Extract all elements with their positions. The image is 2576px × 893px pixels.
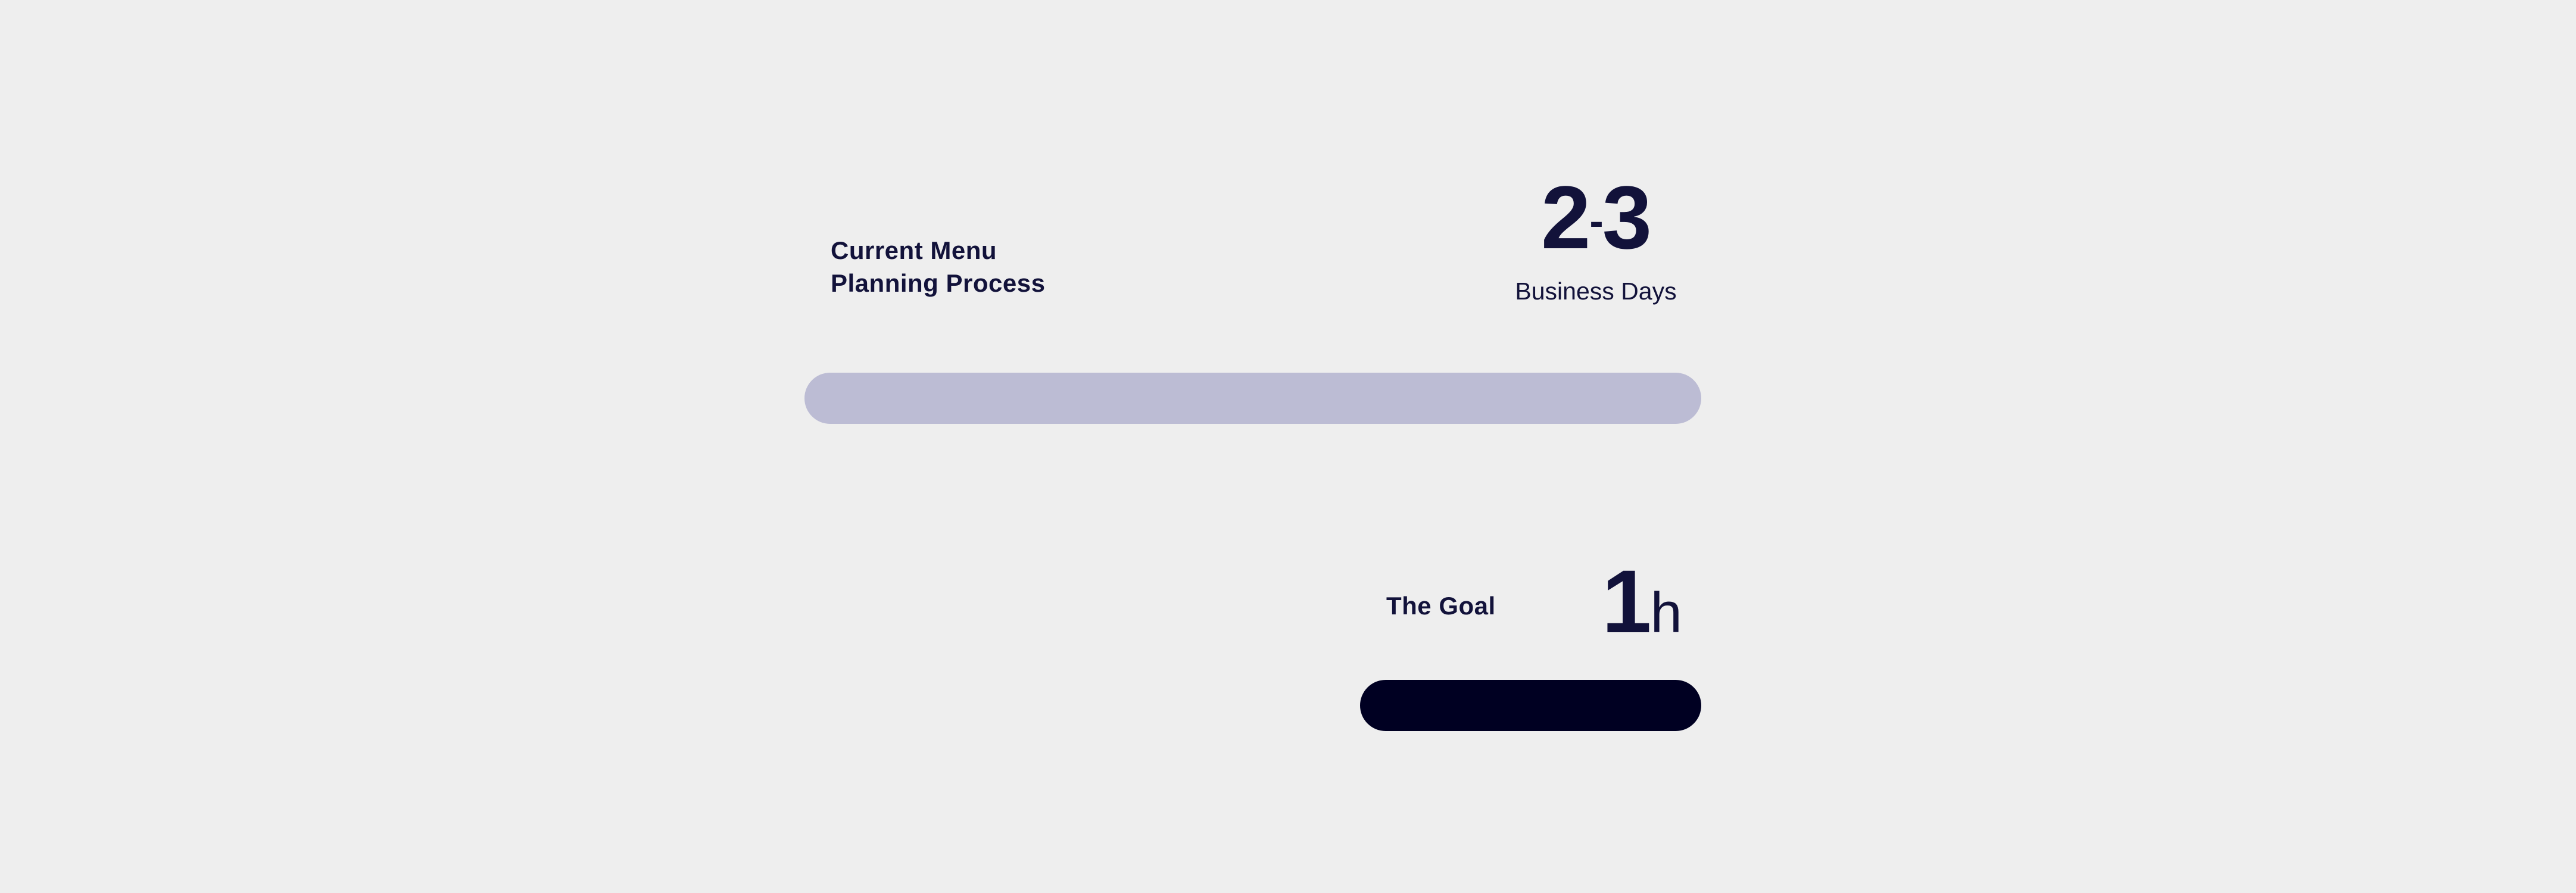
goal-duration-value: 1h xyxy=(1602,557,1682,646)
goal-value-number: 1 xyxy=(1602,551,1651,651)
current-label-line2: Planning Process xyxy=(831,269,1046,297)
current-duration-value: 2-3 xyxy=(1524,173,1667,262)
current-duration-bar xyxy=(804,373,1701,424)
current-value-separator: - xyxy=(1589,198,1603,244)
current-label-line1: Current Menu xyxy=(831,236,997,264)
current-value-start: 2 xyxy=(1540,167,1590,267)
current-duration-unit: Business Days xyxy=(1515,277,1677,305)
goal-label: The Goal xyxy=(1386,592,1496,620)
current-process-label: Current Menu Planning Process xyxy=(831,234,1128,299)
goal-duration-bar xyxy=(1360,680,1701,731)
current-value-end: 3 xyxy=(1602,167,1652,267)
goal-value-unit: h xyxy=(1650,581,1682,645)
